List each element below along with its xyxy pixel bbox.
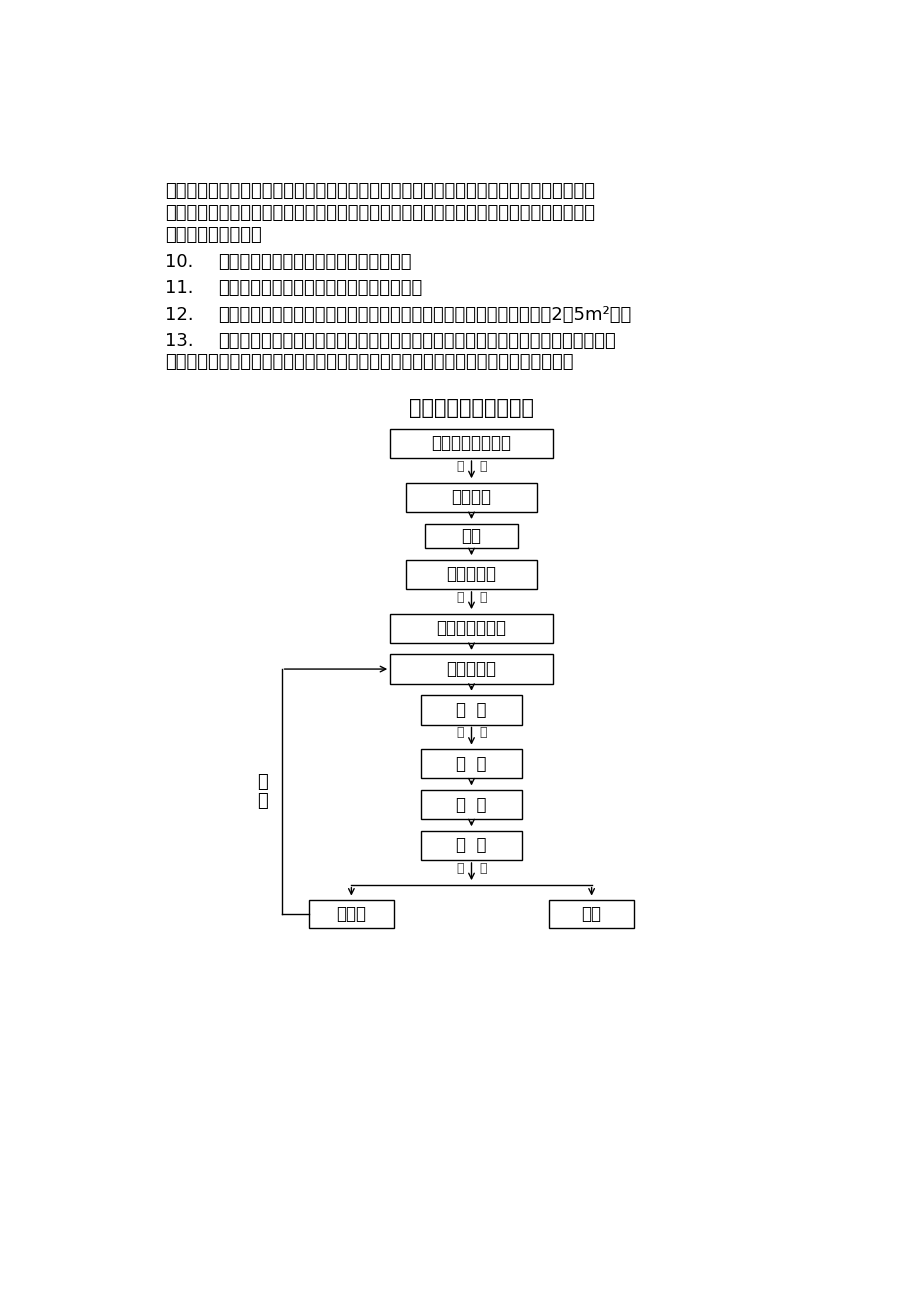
Text: 块料面层施工方案: 块料面层施工方案	[431, 435, 511, 453]
Text: 弹线: 弹线	[461, 527, 481, 544]
Text: 样板施工：当分段施工时不同区域面层铺装均须先作样板（样板面积：2～5m²）。: 样板施工：当分段施工时不同区域面层铺装均须先作样板（样板面积：2～5m²）。	[218, 306, 630, 324]
Text: 验: 验	[479, 727, 486, 740]
Bar	[421, 749, 521, 779]
Text: 整: 整	[256, 773, 267, 792]
Bar	[421, 695, 521, 724]
Bar	[390, 655, 552, 684]
Text: 改: 改	[256, 792, 267, 810]
Bar	[309, 900, 393, 928]
Bar	[421, 790, 521, 819]
Text: 现场无论砂筑、抄灰或者其他分项工程一律不允许使用砂筑水泥和各类矿渣、鈢渣水泥，只: 现场无论砂筑、抄灰或者其他分项工程一律不允许使用砂筑水泥和各类矿渣、鈢渣水泥，只	[165, 204, 595, 221]
Text: 报: 报	[456, 862, 463, 875]
Text: 养  护: 养 护	[456, 796, 486, 814]
Text: 甲方确认、调整: 甲方确认、调整	[436, 620, 506, 637]
Text: 验  收: 验 收	[456, 836, 486, 854]
Text: 验: 验	[479, 862, 486, 875]
Text: 报: 报	[456, 460, 463, 473]
Text: 所有面层铺装前均须报排砖图经甲方确认。: 所有面层铺装前均须报排砖图经甲方确认。	[218, 280, 422, 297]
Text: 验: 验	[479, 460, 486, 473]
Bar	[405, 483, 537, 512]
Bar	[390, 428, 552, 458]
Bar	[405, 560, 537, 589]
Bar	[425, 523, 517, 548]
Text: 报: 报	[456, 591, 463, 604]
Text: 验: 验	[479, 591, 486, 604]
Bar	[549, 900, 633, 928]
Text: 保证地面不积水，按设计或规范作好排水坡度，如设计不合理易造成积水，乙方应在: 保证地面不积水，按设计或规范作好排水坡度，如设计不合理易造成积水，乙方应在	[218, 332, 615, 350]
Text: 报: 报	[456, 727, 463, 740]
Text: 安装标准块: 安装标准块	[446, 565, 496, 583]
Text: 合格: 合格	[581, 905, 601, 923]
Text: 格证和检验报告，送检合格后方可使用。不同批次的水泥在进场后要分别进行报验及送检。: 格证和检验报告，送检合格后方可使用。不同批次的水泥在进场后要分别进行报验及送检。	[165, 182, 595, 201]
Text: 清理基层: 清理基层	[451, 488, 491, 506]
Text: 施工前提出，由甲方确定处理方案。如施工完后现场局部积水，乙方有义务进行处理。: 施工前提出，由甲方确定处理方案。如施工完后现场局部积水，乙方有义务进行处理。	[165, 353, 573, 371]
Text: 10.: 10.	[165, 254, 194, 271]
Bar	[390, 613, 552, 643]
Text: 块料面层质量检查流程: 块料面层质量检查流程	[409, 398, 533, 418]
Bar	[421, 831, 521, 861]
Text: 11.: 11.	[165, 280, 194, 297]
Text: 13.: 13.	[165, 332, 194, 350]
Text: 所有木结构均须采用真空加压防腐处理。: 所有木结构均须采用真空加压防腐处理。	[218, 254, 411, 271]
Text: 清  洁: 清 洁	[456, 755, 486, 773]
Text: 勾  缝: 勾 缝	[456, 700, 486, 719]
Text: 允许使用普硒水泥。: 允许使用普硒水泥。	[165, 225, 262, 243]
Text: 不合格: 不合格	[336, 905, 366, 923]
Text: 12.: 12.	[165, 306, 194, 324]
Text: 大面积铺装: 大面积铺装	[446, 660, 496, 678]
